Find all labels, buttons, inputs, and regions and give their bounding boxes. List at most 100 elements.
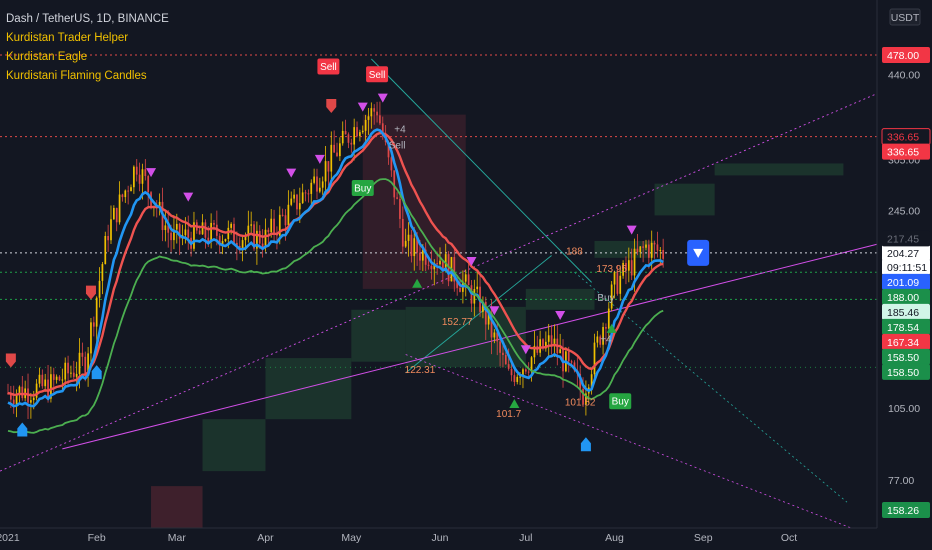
- candle-body[interactable]: [399, 198, 401, 219]
- candle-body[interactable]: [267, 229, 270, 233]
- price-tag[interactable]: 158.50: [882, 348, 930, 365]
- candle-body[interactable]: [218, 235, 221, 246]
- candle-body[interactable]: [419, 252, 421, 261]
- candle-body[interactable]: [330, 144, 333, 172]
- candle-body[interactable]: [273, 218, 275, 233]
- candle-body[interactable]: [467, 274, 470, 286]
- candle-body[interactable]: [659, 249, 662, 251]
- candle-body[interactable]: [138, 174, 141, 184]
- candle-body[interactable]: [396, 197, 398, 199]
- candle-body[interactable]: [127, 190, 130, 192]
- candle-body[interactable]: [636, 248, 639, 253]
- candle-body[interactable]: [347, 134, 350, 143]
- price-tag[interactable]: 09:11:51: [882, 258, 930, 275]
- candle-body[interactable]: [376, 111, 378, 116]
- candle-body[interactable]: [341, 130, 344, 144]
- candle-body[interactable]: [424, 249, 427, 265]
- candle-body[interactable]: [421, 249, 424, 261]
- price-tag[interactable]: 158.50: [882, 363, 930, 380]
- price-tag[interactable]: 188.00: [882, 288, 930, 305]
- candle-body[interactable]: [361, 130, 364, 133]
- candle-body[interactable]: [616, 272, 619, 294]
- candle-body[interactable]: [613, 272, 616, 285]
- candle-body[interactable]: [373, 108, 376, 112]
- price-tag[interactable]: 178.54: [882, 318, 930, 335]
- trend-line[interactable]: [405, 354, 878, 539]
- trend-line[interactable]: [0, 93, 878, 472]
- candle-body[interactable]: [107, 235, 109, 241]
- candle-body[interactable]: [70, 372, 72, 374]
- candle-body[interactable]: [61, 379, 64, 381]
- candle-body[interactable]: [459, 287, 461, 292]
- candle-body[interactable]: [193, 222, 195, 249]
- candle-body[interactable]: [605, 327, 607, 329]
- candle-body[interactable]: [570, 361, 573, 363]
- candle-body[interactable]: [104, 235, 107, 265]
- candle-body[interactable]: [439, 260, 441, 265]
- candle-body[interactable]: [18, 386, 21, 394]
- candle-body[interactable]: [41, 374, 44, 387]
- price-tag[interactable]: 158.26: [882, 502, 930, 518]
- candle-body[interactable]: [436, 263, 438, 265]
- candle-body[interactable]: [90, 322, 92, 354]
- candle-body[interactable]: [502, 352, 504, 356]
- price-tag[interactable]: 217.45: [882, 230, 930, 247]
- candle-body[interactable]: [12, 399, 15, 404]
- candle-body[interactable]: [264, 229, 267, 248]
- candle-body[interactable]: [281, 214, 284, 216]
- candle-body[interactable]: [173, 229, 175, 241]
- candle-body[interactable]: [650, 242, 653, 258]
- candle-body[interactable]: [630, 260, 633, 276]
- candle-body[interactable]: [92, 322, 95, 327]
- candle-body[interactable]: [64, 362, 67, 380]
- candle-body[interactable]: [170, 232, 172, 241]
- candle-body[interactable]: [413, 238, 416, 257]
- candle-body[interactable]: [582, 388, 584, 405]
- indicator-flaming-candles[interactable]: Kurdistani Flaming Candles: [6, 70, 147, 82]
- candle-body[interactable]: [499, 341, 501, 353]
- candle-body[interactable]: [473, 289, 476, 304]
- candle-body[interactable]: [115, 207, 118, 223]
- candle-body[interactable]: [484, 301, 487, 325]
- price-tag[interactable]: 336.65: [881, 128, 931, 146]
- candle-body[interactable]: [327, 161, 330, 172]
- candle-body[interactable]: [519, 376, 521, 378]
- candle-body[interactable]: [133, 166, 135, 188]
- candle-body[interactable]: [476, 286, 479, 290]
- price-axis[interactable]: 478.00440.00305.00245.00125.00105.0077.0…: [876, 0, 932, 550]
- buy-signal-box[interactable]: [609, 393, 632, 410]
- candle-body[interactable]: [58, 376, 61, 381]
- candle-body[interactable]: [567, 351, 570, 362]
- candle-body[interactable]: [599, 336, 602, 345]
- buy-signal-box[interactable]: [351, 179, 374, 196]
- candle-body[interactable]: [84, 356, 87, 376]
- candle-body[interactable]: [610, 284, 613, 309]
- candle-body[interactable]: [30, 400, 32, 403]
- candle-body[interactable]: [516, 376, 519, 382]
- candle-body[interactable]: [201, 222, 204, 235]
- candle-body[interactable]: [627, 260, 630, 271]
- candle-body[interactable]: [258, 230, 261, 244]
- candle-body[interactable]: [310, 182, 313, 194]
- candle-body[interactable]: [364, 119, 367, 131]
- candle-body[interactable]: [579, 373, 582, 389]
- candle-body[interactable]: [75, 373, 78, 377]
- candle-body[interactable]: [110, 219, 112, 241]
- candle-body[interactable]: [141, 169, 144, 184]
- candle-body[interactable]: [67, 362, 69, 374]
- price-tag[interactable]: 167.34: [882, 333, 930, 350]
- candle-body[interactable]: [430, 265, 433, 270]
- candle-body[interactable]: [390, 157, 393, 171]
- trend-line[interactable]: [370, 58, 592, 283]
- candle-body[interactable]: [642, 246, 644, 248]
- candle-body[interactable]: [307, 193, 310, 195]
- candle-body[interactable]: [387, 142, 390, 158]
- candle-body[interactable]: [293, 194, 295, 199]
- candle-body[interactable]: [404, 240, 407, 247]
- candle-body[interactable]: [573, 362, 576, 371]
- candle-body[interactable]: [247, 225, 250, 237]
- candle-body[interactable]: [52, 374, 55, 380]
- candle-body[interactable]: [639, 246, 642, 253]
- candle-body[interactable]: [530, 357, 533, 372]
